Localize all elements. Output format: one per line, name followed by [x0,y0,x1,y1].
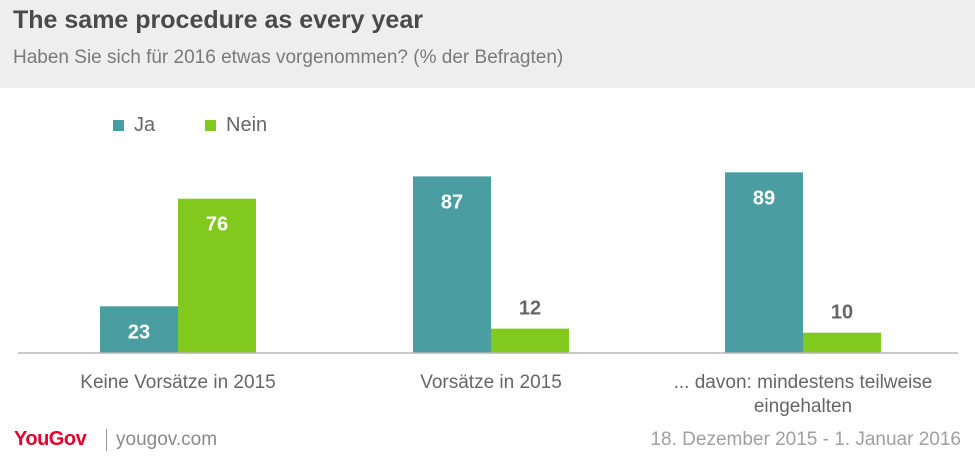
legend-swatch-ja [113,120,124,131]
footer-date-range: 18. Dezember 2015 - 1. Januar 2016 [650,429,961,450]
category-label-1: Vorsätze in 2015 [420,372,562,393]
bar-ja-2 [725,172,803,353]
data-label-nein-2: 10 [831,302,853,324]
footer-site-link[interactable]: yougov.com [116,429,218,450]
bar-nein-0 [178,198,256,353]
footer-divider [106,429,107,451]
bar-ja-1 [413,176,491,353]
legend-item-ja: Ja [113,114,155,137]
legend-label-ja: Ja [134,114,156,136]
bar-nein-1 [491,328,569,353]
data-label-ja-0: 23 [128,321,150,343]
legend-swatch-nein [205,120,216,131]
yougov-logo: YouGov [14,428,87,450]
category-label-2: ... davon: mindestens teilweise eingehalt… [674,372,933,417]
bar-ja-0 [100,306,178,353]
chart-subtitle: Haben Sie sich für 2016 etwas vorgenomme… [13,47,564,68]
legend-label-nein: Nein [226,114,268,136]
chart-title: The same procedure as every year [13,6,423,34]
header-band: The same procedure as every year Haben S… [0,0,975,88]
data-label-nein-1: 12 [519,298,541,320]
data-label-ja-2: 89 [753,187,775,209]
data-label-nein-0: 76 [206,214,228,236]
legend-item-nein: Nein [205,114,267,137]
bar-nein-2 [803,332,881,353]
data-label-ja-1: 87 [441,191,463,213]
category-label-0: Keine Vorsätze in 2015 [80,372,275,393]
